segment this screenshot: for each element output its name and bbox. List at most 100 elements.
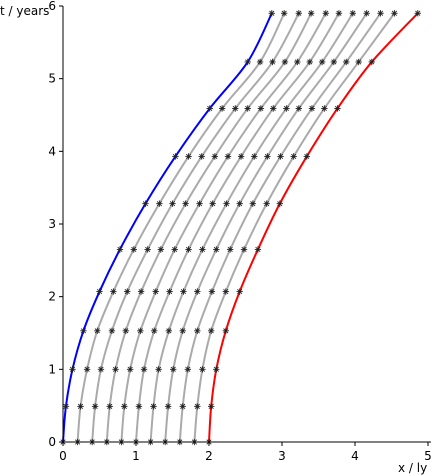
point-marker: [330, 58, 338, 66]
point-marker: [276, 200, 284, 207]
point-marker: [256, 58, 264, 66]
point-marker: [308, 10, 315, 17]
point-marker: [83, 366, 91, 373]
point-marker: [237, 153, 245, 160]
point-marker: [169, 200, 176, 207]
y-tick-label: 5: [48, 72, 56, 86]
series-line-8: [178, 12, 382, 443]
series-line-3: [105, 12, 313, 443]
point-marker: [91, 403, 99, 410]
point-marker: [116, 246, 124, 253]
point-marker: [135, 403, 143, 410]
point-marker: [170, 366, 177, 373]
point-marker: [236, 288, 243, 295]
point-marker: [322, 10, 329, 17]
point-marker: [126, 366, 134, 373]
point-marker: [152, 288, 159, 295]
y-tick-label: 3: [48, 217, 56, 231]
point-marker: [110, 288, 117, 295]
point-marker: [244, 58, 251, 66]
point-marker: [137, 288, 145, 295]
point-marker: [196, 200, 203, 207]
point-marker: [194, 327, 201, 335]
point-marker: [207, 403, 215, 410]
point-marker: [321, 105, 328, 112]
point-marker: [185, 246, 192, 253]
point-marker: [223, 200, 230, 207]
point-marker: [213, 246, 220, 253]
point-marker: [209, 200, 216, 207]
point-marker: [194, 288, 201, 295]
point-marker: [106, 403, 113, 410]
x-tick-label: 2: [205, 449, 213, 463]
point-marker: [318, 58, 326, 66]
point-marker: [270, 105, 277, 112]
x-tick-label: 0: [59, 449, 67, 463]
point-marker: [283, 105, 290, 112]
point-marker: [264, 153, 271, 160]
point-marker: [108, 327, 116, 335]
y-axis-label: t / years: [0, 4, 49, 18]
point-marker: [164, 403, 172, 410]
series-line-1: [76, 12, 286, 443]
point-marker: [249, 200, 256, 207]
y-tick-label: 0: [48, 435, 56, 449]
point-marker: [121, 403, 128, 410]
axes: [62, 6, 431, 443]
point-marker: [213, 366, 220, 373]
series-line-9: [193, 12, 396, 443]
point-marker: [280, 10, 288, 17]
series-layer: [62, 12, 419, 443]
point-marker: [257, 105, 265, 112]
point-marker: [268, 10, 275, 17]
x-axis-label: x / ly: [398, 461, 427, 475]
point-marker: [179, 403, 186, 410]
x-tick-label: 4: [351, 449, 359, 463]
point-marker: [194, 403, 201, 410]
point-marker: [335, 10, 343, 17]
point-marker: [251, 153, 258, 160]
point-marker: [222, 327, 229, 335]
y-tick-label: 4: [48, 144, 56, 158]
point-marker: [308, 105, 316, 112]
point-marker: [349, 10, 357, 17]
point-marker: [368, 58, 375, 66]
point-marker: [294, 58, 301, 66]
point-marker: [142, 200, 149, 207]
point-marker: [232, 105, 239, 112]
point-marker: [144, 246, 151, 253]
point-marker: [207, 327, 215, 335]
point-marker: [343, 58, 350, 66]
point-marker: [112, 366, 119, 373]
point-marker: [199, 246, 206, 253]
point-marker: [180, 288, 187, 295]
point-marker: [391, 10, 398, 17]
ticks: 0 1 2 3 4 5 0 1 2 3 4 5 6: [48, 0, 431, 463]
point-marker: [130, 246, 138, 253]
point-marker: [226, 246, 234, 253]
point-marker: [199, 366, 206, 373]
point-marker: [157, 246, 165, 253]
point-marker: [206, 105, 213, 112]
point-marker: [295, 10, 302, 17]
point-marker: [137, 327, 144, 335]
point-marker: [277, 153, 284, 160]
point-marker: [355, 58, 362, 66]
series-line-5: [135, 12, 340, 443]
point-marker: [124, 288, 131, 295]
point-marker: [185, 153, 192, 160]
point-marker: [96, 288, 103, 295]
y-tick-label: 2: [48, 290, 56, 304]
point-marker: [150, 403, 157, 410]
point-marker: [269, 58, 276, 66]
point-marker: [62, 403, 70, 410]
point-marker: [414, 10, 421, 17]
point-marker: [156, 200, 163, 207]
point-marker: [69, 366, 76, 373]
point-marker: [263, 200, 270, 207]
series-line-7: [164, 12, 368, 443]
point-marker: [198, 153, 205, 160]
point-marker: [122, 327, 129, 335]
point-marker: [179, 327, 186, 335]
